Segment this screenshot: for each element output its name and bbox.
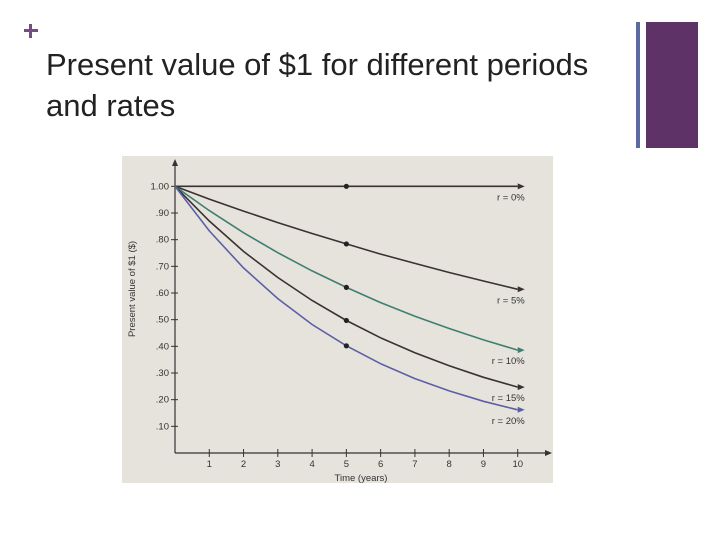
chart-markers [343,183,349,349]
x-tick-label: 8 [447,459,452,470]
y-tick-label: .70 [156,261,169,272]
series-line [174,185,518,291]
series-label: r = 5% [497,295,525,306]
chart-ticks: 1 2 3 4 5 6 7 8 9 10 1.00 .90 .80 .70 .60 .50 .40 .30 .20.… [151,181,524,470]
y-tick-label: .60 [156,288,169,299]
x-tick-label: 10 [512,459,523,470]
x-tick-label: 7 [412,459,417,470]
x-axis-label: Time (years) [335,473,388,483]
x-tick-label: 9 [481,459,486,470]
x-tick-label: 2 [241,459,246,470]
y-tick-label: .50 [156,315,169,326]
x-tick-label: 5 [344,459,349,470]
chart-legend: r = 0% r = 5% r = 10% r = 15% r = 20% [492,192,526,426]
data-point-marker [343,183,349,189]
series-label: r = 10% [492,356,526,367]
series-arrow [517,406,525,413]
x-tick-label: 6 [378,459,383,470]
x-tick-label: 3 [275,459,280,470]
series-label: r = 20% [492,416,526,427]
series-arrow [517,384,525,391]
x-tick-label: 4 [309,459,314,470]
y-tick-label: 1.00 [151,181,170,192]
y-tick-label: .80 [156,235,169,246]
accent-line [636,22,640,148]
y-axis-label: Present value of $1 ($) [127,241,138,337]
series-arrow [517,347,525,354]
y-tick-label: .30 [156,368,169,379]
x-tick-label: 1 [207,459,212,470]
y-tick-label: .10 [156,421,169,432]
x-axis-arrow [545,450,552,456]
y-axis-arrow [172,159,178,166]
slide-title: Present value of $1 for different period… [46,47,589,123]
series-arrow [517,183,525,190]
chart-photo: 1 2 3 4 5 6 7 8 9 10 1.00 .90 .80 .70 .60 .50 .40 .30 .20.… [122,156,553,483]
series-label: r = 0% [497,192,525,203]
data-point-marker [343,317,349,324]
chart-series [174,183,525,413]
data-point-marker [343,284,349,290]
chart-axes [172,159,552,456]
plus-icon [22,22,40,40]
y-tick-label: .40 [156,341,169,352]
data-point-marker [343,343,349,349]
series-label: r = 15% [492,393,526,404]
series-line [174,185,518,351]
series-arrow [517,286,525,293]
accent-block [646,22,698,148]
y-tick-label: .90 [156,208,169,219]
data-point-marker [343,241,349,247]
y-tick-label: .20 [156,395,169,406]
series-line [174,185,518,411]
present-value-chart: 1 2 3 4 5 6 7 8 9 10 1.00 .90 .80 .70 .60 .50 .40 .30 .20.… [127,159,552,483]
